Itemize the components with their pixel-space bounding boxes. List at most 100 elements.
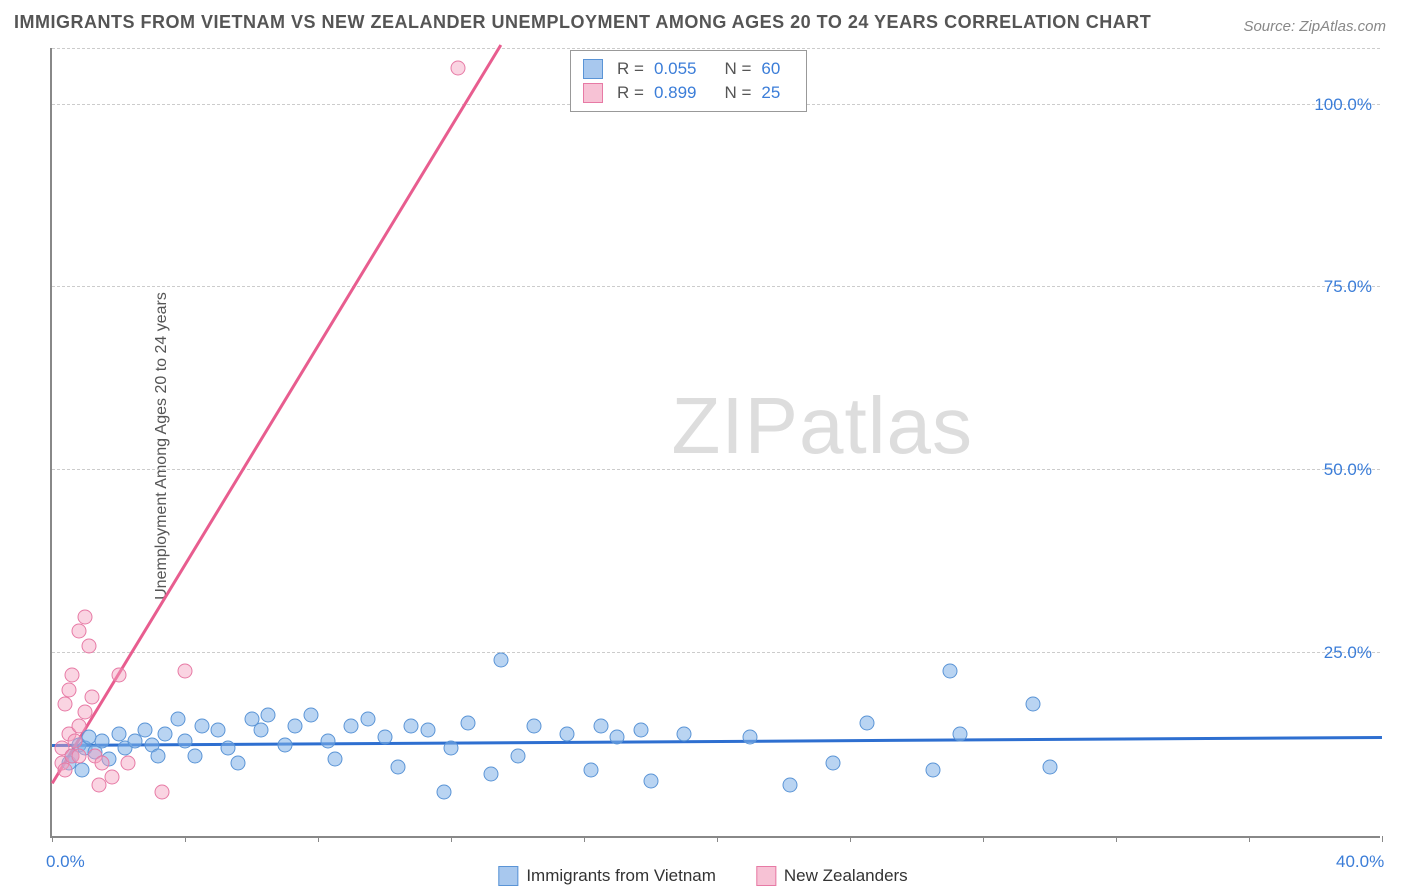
r-value: 0.055 [654,59,697,79]
r-value: 0.899 [654,83,697,103]
watermark-zip: ZIP [672,381,799,470]
data-point [178,664,193,679]
x-tick [1116,836,1117,842]
source-attribution: Source: ZipAtlas.com [1243,18,1386,35]
stats-legend-row: R = 0.055 N = 60 [583,57,794,81]
data-point [643,774,658,789]
x-tick [318,836,319,842]
data-point [483,766,498,781]
data-point [111,726,126,741]
data-point [171,711,186,726]
data-point [71,748,86,763]
watermark: ZIPatlas [672,380,973,472]
data-point [178,733,193,748]
data-point [94,733,109,748]
data-point [360,711,375,726]
data-point [926,763,941,778]
data-point [320,733,335,748]
y-tick-label: 75.0% [1324,277,1372,297]
data-point [676,726,691,741]
plot-area: ZIPatlas 25.0%50.0%75.0%100.0% [50,48,1380,838]
n-label: N = [724,83,751,103]
data-point [633,722,648,737]
data-point [826,755,841,770]
data-point [510,748,525,763]
data-point [74,763,89,778]
data-point [71,624,86,639]
stats-legend: R = 0.055 N = 60R = 0.899 N = 25 [570,50,807,112]
data-point [942,664,957,679]
data-point [121,755,136,770]
data-point [68,733,83,748]
gridline [52,469,1380,470]
gridline [52,48,1380,49]
data-point [158,726,173,741]
x-tick-max: 40.0% [1336,852,1384,872]
data-point [783,777,798,792]
y-tick-label: 100.0% [1314,95,1372,115]
data-point [743,730,758,745]
data-point [261,708,276,723]
data-point [61,682,76,697]
data-point [610,730,625,745]
data-point [58,697,73,712]
x-tick-min: 0.0% [46,852,85,872]
x-tick [983,836,984,842]
legend-swatch [498,866,518,886]
x-tick [451,836,452,842]
legend-item: Immigrants from Vietnam [498,866,716,886]
watermark-atlas: atlas [799,381,973,470]
gridline [52,652,1380,653]
n-value: 60 [761,59,780,79]
legend-swatch [583,83,603,103]
data-point [211,722,226,737]
x-tick [52,836,53,842]
data-point [493,653,508,668]
data-point [78,704,93,719]
data-point [1025,697,1040,712]
data-point [450,60,465,75]
data-point [583,763,598,778]
data-point [154,785,169,800]
gridline [52,286,1380,287]
x-tick [717,836,718,842]
chart-title: IMMIGRANTS FROM VIETNAM VS NEW ZEALANDER… [14,12,1151,33]
data-point [71,719,86,734]
data-point [420,722,435,737]
data-point [327,752,342,767]
data-point [377,730,392,745]
data-point [221,741,236,756]
data-point [151,748,166,763]
n-value: 25 [761,83,780,103]
data-point [78,609,93,624]
data-point [187,748,202,763]
data-point [231,755,246,770]
data-point [277,737,292,752]
legend-swatch [583,59,603,79]
data-point [104,770,119,785]
x-tick [850,836,851,842]
data-point [138,722,153,737]
stats-legend-row: R =0.899N =25 [583,81,794,105]
x-tick [1249,836,1250,842]
y-tick-label: 25.0% [1324,643,1372,663]
r-label: R = [617,59,644,79]
series-legend: Immigrants from Vietnam New Zealanders [488,866,917,886]
data-point [1042,759,1057,774]
data-point [81,638,96,653]
data-point [111,668,126,683]
data-point [64,668,79,683]
data-point [952,726,967,741]
data-point [287,719,302,734]
legend-label: New Zealanders [784,866,908,886]
data-point [344,719,359,734]
legend-label: Immigrants from Vietnam [526,866,716,886]
n-label: N = [724,59,751,79]
data-point [593,719,608,734]
data-point [404,719,419,734]
data-point [460,715,475,730]
data-point [254,722,269,737]
data-point [84,690,99,705]
data-point [560,726,575,741]
data-point [437,785,452,800]
